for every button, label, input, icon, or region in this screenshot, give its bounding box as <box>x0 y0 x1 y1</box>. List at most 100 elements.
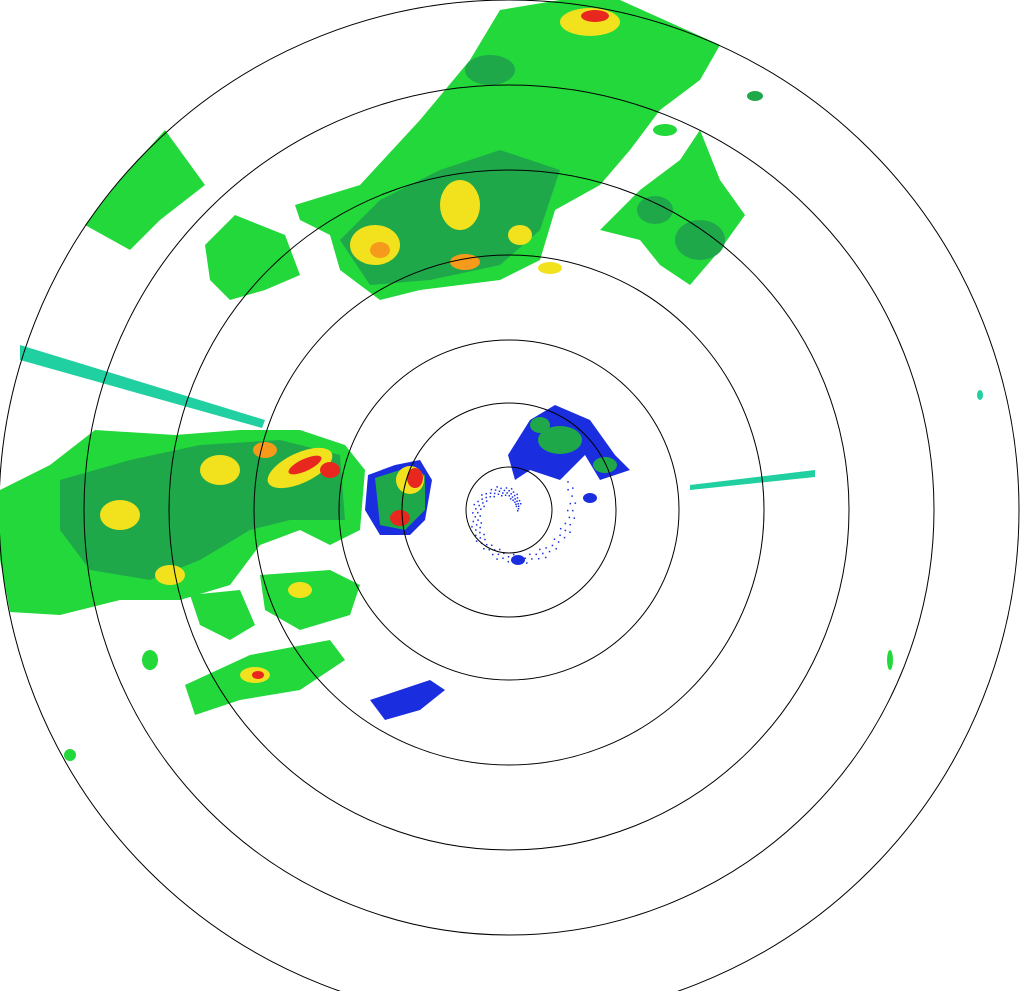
clutter-point <box>493 492 496 495</box>
clutter-point <box>474 516 477 518</box>
clutter-point <box>571 509 574 512</box>
echo-cell <box>155 565 185 585</box>
clutter-point <box>497 553 500 556</box>
echo-cell <box>583 493 597 503</box>
clutter-point <box>572 487 574 489</box>
echo-cell <box>100 500 140 530</box>
clutter-point <box>515 505 518 508</box>
clutter-point <box>574 502 577 504</box>
range-ring <box>83 84 935 936</box>
clutter-point <box>508 495 511 497</box>
clutter-point <box>483 547 485 550</box>
clutter-point <box>568 516 571 519</box>
clutter-point <box>517 510 519 512</box>
clutter-point <box>510 488 513 490</box>
clutter-point <box>515 503 517 506</box>
clutter-point <box>505 487 508 489</box>
clutter-point <box>569 502 572 505</box>
echo-cell <box>675 220 725 260</box>
clutter-point <box>497 493 500 496</box>
clutter-point <box>496 558 498 560</box>
clutter-point <box>479 515 481 517</box>
clutter-point <box>478 504 480 507</box>
beam-spike <box>690 470 815 490</box>
clutter-point <box>502 557 504 560</box>
clutter-point <box>489 495 492 498</box>
clutter-point <box>477 511 479 514</box>
northwest-echo <box>205 215 300 300</box>
clutter-point <box>512 491 515 493</box>
beam-spike <box>20 345 265 428</box>
echo-cell <box>653 124 677 136</box>
clutter-point <box>513 558 515 561</box>
echo-cell <box>288 582 312 598</box>
clutter-point <box>503 552 505 555</box>
clutter-point <box>482 502 484 504</box>
clutter-point <box>501 494 503 497</box>
clutter-point <box>485 500 488 502</box>
echo-cell <box>637 196 673 224</box>
echo-cell <box>977 390 983 400</box>
clutter-point <box>512 553 515 556</box>
clutter-point <box>516 500 518 502</box>
clutter-point <box>531 558 533 560</box>
clutter-point <box>542 552 544 555</box>
clutter-point <box>514 501 516 503</box>
clutter-point <box>490 488 493 491</box>
clutter-point <box>498 490 501 493</box>
clutter-point <box>564 529 567 532</box>
range-ring <box>465 466 553 554</box>
clutter-point <box>511 496 514 498</box>
clutter-point <box>519 502 522 505</box>
clutter-point <box>475 529 477 531</box>
clutter-point <box>526 562 528 564</box>
clutter-point <box>573 517 576 519</box>
echo-cell <box>320 462 340 478</box>
echo-cell <box>288 455 322 475</box>
clutter-point <box>471 525 473 528</box>
range-ring <box>338 339 680 681</box>
clutter-point <box>481 494 483 496</box>
echo-cell <box>64 749 76 761</box>
clutter-point <box>545 556 547 559</box>
clutter-point <box>517 507 520 510</box>
echo-cell <box>508 225 532 245</box>
clutter-point <box>489 492 492 494</box>
clutter-point <box>477 519 479 521</box>
clutter-point <box>508 490 510 492</box>
clutter-point <box>504 494 507 497</box>
clutter-point <box>569 523 571 526</box>
clutter-point <box>557 541 560 543</box>
echo-cell <box>593 457 617 473</box>
clutter-point <box>473 503 476 506</box>
clutter-point <box>483 505 485 508</box>
clutter-point <box>512 499 514 502</box>
range-ring <box>401 402 617 618</box>
echo-cell <box>440 180 480 230</box>
echo-cell <box>142 650 158 670</box>
clutter-point <box>479 537 482 539</box>
clutter-point <box>475 524 478 526</box>
clutter-point <box>475 540 478 542</box>
clutter-point <box>553 538 556 540</box>
range-ring <box>253 254 765 766</box>
clutter-point <box>475 508 477 510</box>
northwest-echo <box>85 130 205 250</box>
clutter-point <box>510 493 512 495</box>
clutter-point <box>529 553 531 556</box>
echo-cell <box>511 555 525 565</box>
echo-cell <box>747 91 763 101</box>
clutter-point <box>493 495 495 498</box>
clutter-point <box>555 547 557 550</box>
clutter-point <box>506 492 508 494</box>
echo-cell <box>581 10 609 22</box>
clutter-point <box>485 496 487 499</box>
clutter-point <box>498 548 501 551</box>
clutter-point <box>559 468 562 470</box>
echo-cell <box>465 55 515 85</box>
clutter-point <box>496 486 498 488</box>
echo-cell <box>200 455 240 485</box>
clutter-point <box>559 527 562 530</box>
